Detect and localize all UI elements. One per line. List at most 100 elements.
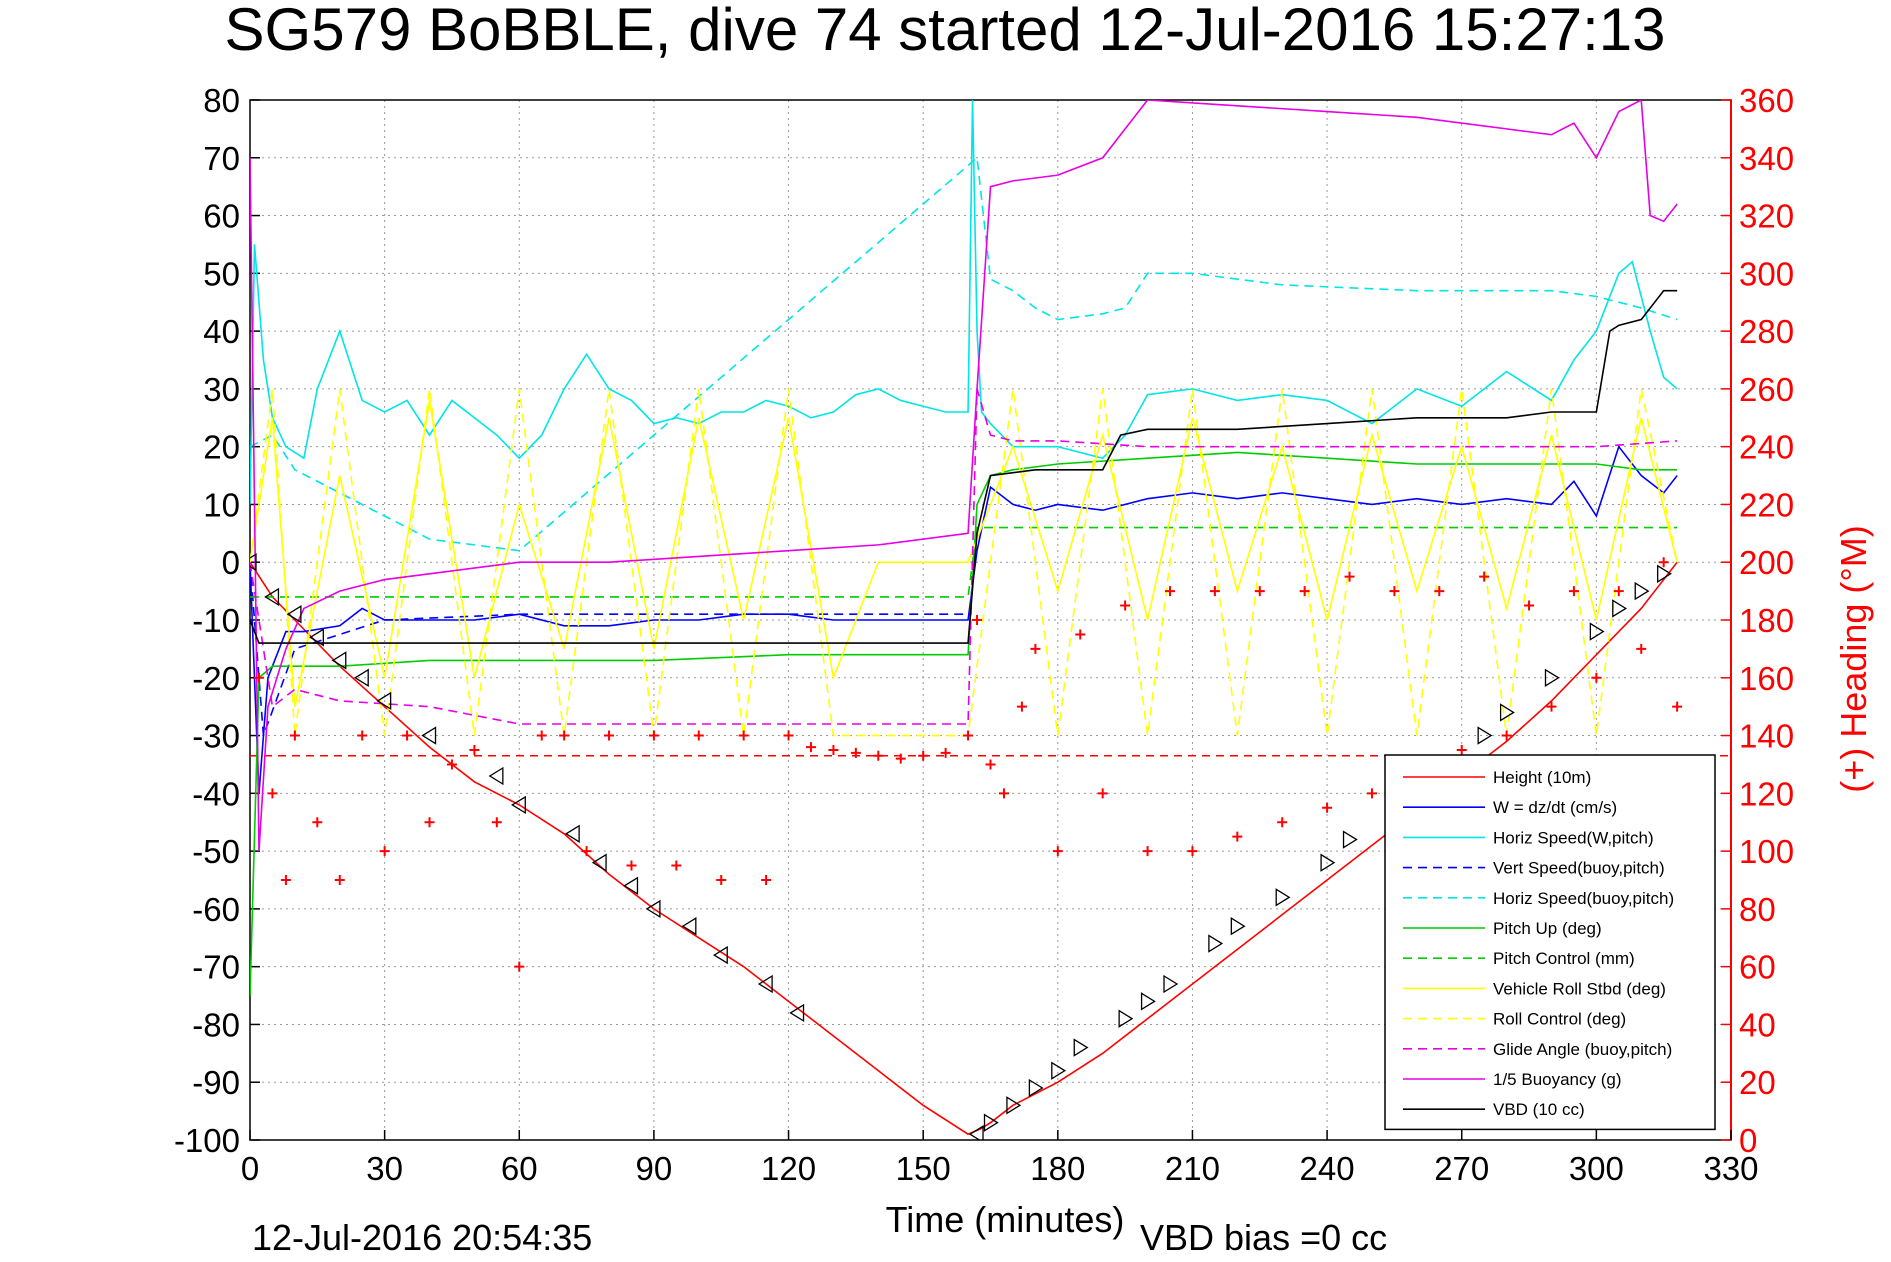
heading-point	[536, 730, 547, 741]
heading-point	[850, 747, 861, 758]
left-tick-label: 0	[222, 544, 240, 581]
heading-point	[805, 742, 816, 753]
depth-marker	[591, 853, 607, 872]
heading-point	[559, 730, 570, 741]
depth-marker	[1612, 599, 1628, 618]
depth-marker	[983, 1113, 999, 1132]
depth-marker	[1208, 934, 1224, 953]
left-tick-label: -70	[192, 949, 240, 986]
heading-point	[1165, 586, 1176, 597]
right-tick-label: 240	[1739, 429, 1794, 466]
heading-point	[1613, 586, 1624, 597]
depth-marker	[1634, 581, 1650, 601]
heading-point	[1591, 672, 1602, 683]
heading-point	[940, 747, 951, 758]
heading-point	[1479, 571, 1490, 582]
x-tick-label: 90	[636, 1150, 673, 1187]
heading-point	[918, 750, 929, 761]
depth-marker	[1657, 564, 1672, 583]
heading-point	[1299, 586, 1310, 597]
left-tick-label: 70	[203, 140, 240, 177]
heading-point	[280, 875, 291, 885]
left-tick-label: 10	[203, 486, 240, 523]
depth-marker	[511, 795, 526, 815]
left-tick-label: -10	[192, 602, 240, 639]
series-line	[250, 400, 1678, 707]
heading-point	[1524, 600, 1535, 611]
legend-label: Vehicle Roll Stbd (deg)	[1493, 979, 1666, 998]
legend-box	[1384, 754, 1716, 1131]
left-tick-label: 50	[203, 255, 240, 292]
heading-point	[1187, 846, 1198, 857]
heading-point	[873, 750, 884, 761]
x-tick-label: 180	[1030, 1150, 1085, 1187]
left-tick-label: -50	[192, 833, 240, 870]
heading-point	[424, 817, 435, 828]
depth-marker	[1499, 703, 1515, 722]
depth-marker	[376, 691, 392, 711]
depth-marker	[286, 605, 302, 624]
heading-point	[1209, 586, 1220, 597]
depth-marker	[564, 824, 580, 843]
right-tick-label: 300	[1739, 255, 1794, 292]
legend-label: Roll Control (deg)	[1493, 1010, 1626, 1029]
heading-point	[1434, 586, 1445, 597]
x-tick-label: 0	[241, 1150, 259, 1187]
depth-marker	[757, 974, 773, 994]
heading-point	[253, 672, 264, 683]
right-tick-label: 260	[1739, 371, 1794, 408]
x-tick-label: 270	[1434, 1150, 1489, 1187]
depth-marker	[421, 726, 437, 745]
heading-point	[1232, 831, 1243, 842]
depth-marker	[681, 917, 697, 936]
heading-point	[671, 860, 682, 871]
heading-point	[693, 730, 704, 741]
heading-point	[1456, 745, 1467, 755]
right-y-ticks: 3603403203002802602402202001801601401201…	[1721, 82, 1794, 1159]
chart-title: SG579 BoBBLE, dive 74 started 12-Jul-201…	[225, 0, 1666, 63]
depth-marker	[1544, 668, 1560, 687]
series-line	[250, 289, 1678, 644]
x-tick-label: 120	[761, 1150, 816, 1187]
depth-marker	[309, 628, 324, 647]
right-tick-label: 120	[1739, 775, 1794, 812]
left-tick-label: -90	[192, 1064, 240, 1101]
legend-label: W = dz/dt (cm/s)	[1493, 798, 1617, 817]
left-tick-label: -30	[192, 718, 240, 755]
heading-point	[1366, 788, 1377, 799]
right-tick-label: 280	[1739, 313, 1794, 350]
heading-point	[1672, 701, 1683, 712]
depth-marker	[250, 553, 257, 572]
right-tick-label: 340	[1739, 140, 1794, 177]
legend-label: 1/5 Buoyancy (g)	[1493, 1070, 1622, 1089]
left-tick-label: -60	[192, 891, 240, 928]
vbd-bias-label: VBD bias =0 cc	[1140, 1217, 1387, 1258]
depth-marker	[1230, 917, 1246, 936]
series-line	[250, 100, 1678, 852]
heading-point	[514, 961, 525, 972]
heading-point	[1120, 600, 1131, 611]
legend: Height (10m) W = dz/dt (cm/s) Horiz Speed(…	[1384, 754, 1716, 1131]
depth-marker	[623, 876, 639, 895]
series-line	[250, 388, 1678, 725]
heading-point	[738, 730, 749, 741]
left-tick-label: 60	[203, 198, 240, 235]
series-line	[250, 562, 969, 736]
heading-point	[1344, 571, 1355, 582]
heading-point	[783, 730, 794, 741]
right-tick-label: 0	[1739, 1122, 1757, 1159]
left-tick-label: -40	[192, 775, 240, 812]
left-tick-label: -80	[192, 1006, 240, 1043]
x-tick-label: 150	[896, 1150, 951, 1187]
depth-marker	[1118, 1009, 1134, 1028]
heading-point	[1097, 788, 1108, 799]
right-tick-label: 140	[1739, 718, 1794, 755]
plot-area	[250, 100, 1731, 1140]
depth-marker	[1477, 726, 1493, 745]
heading-point	[604, 730, 615, 741]
right-tick-label: 220	[1739, 486, 1794, 523]
depth-marker	[968, 1125, 984, 1140]
right-tick-label: 40	[1739, 1006, 1776, 1043]
heading-point	[648, 730, 659, 741]
